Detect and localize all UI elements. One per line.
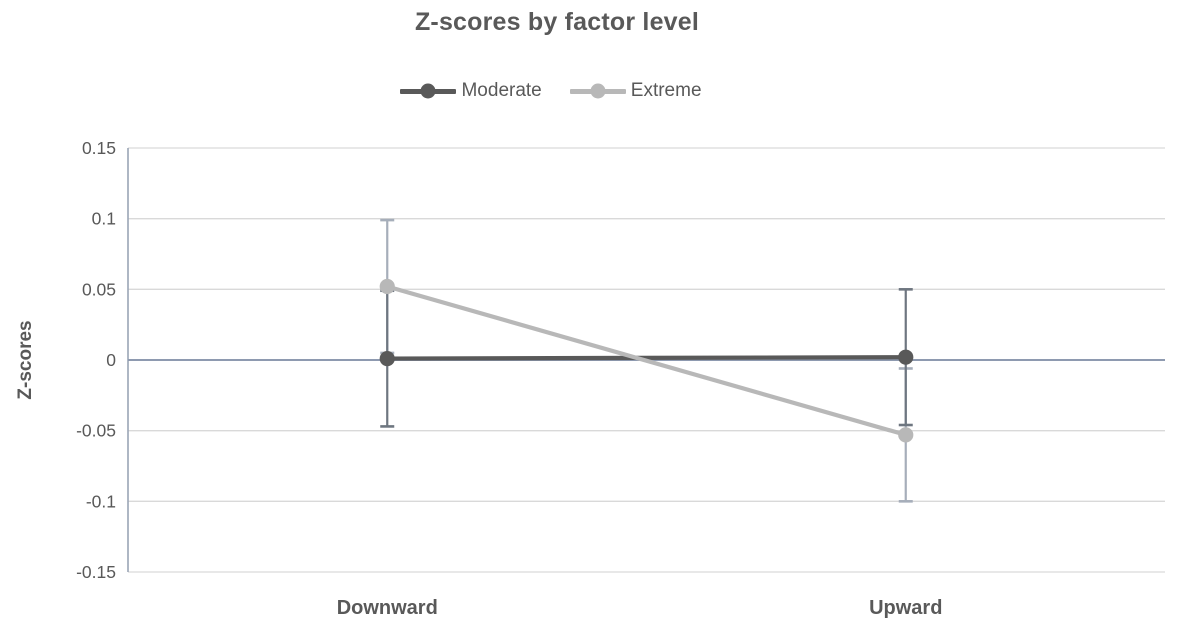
data-point-marker (379, 278, 395, 295)
legend-label: Extreme (630, 80, 702, 101)
y-tick-label: 0 (106, 350, 116, 370)
data-point-marker (379, 350, 395, 367)
legend-line-marker-icon (569, 83, 626, 99)
legend: Moderate Extreme (0, 80, 1102, 102)
legend-item-moderate: Moderate (400, 80, 542, 102)
legend-item-extreme: Extreme (569, 80, 702, 102)
data-point-marker (898, 427, 914, 443)
data-point-marker (898, 349, 914, 365)
x-category-label: Downward (337, 597, 438, 619)
y-tick-label: 0.15 (82, 138, 116, 158)
legend-line-marker-icon (400, 83, 457, 99)
legend-dot-icon (590, 83, 606, 99)
legend-dot-icon (420, 83, 436, 99)
y-tick-label: 0.1 (92, 209, 116, 229)
y-tick-label: -0.15 (76, 562, 116, 582)
series-line-moderate (387, 355, 906, 361)
y-tick-label: 0.05 (82, 279, 116, 299)
y-tick-label: -0.05 (76, 421, 116, 441)
series-line-extreme (386, 284, 907, 437)
y-tick-label: -0.1 (86, 491, 116, 511)
x-category-label: Upward (869, 597, 942, 619)
legend-label: Moderate (461, 80, 542, 101)
chart-title: Z-scores by factor level (414, 8, 700, 36)
